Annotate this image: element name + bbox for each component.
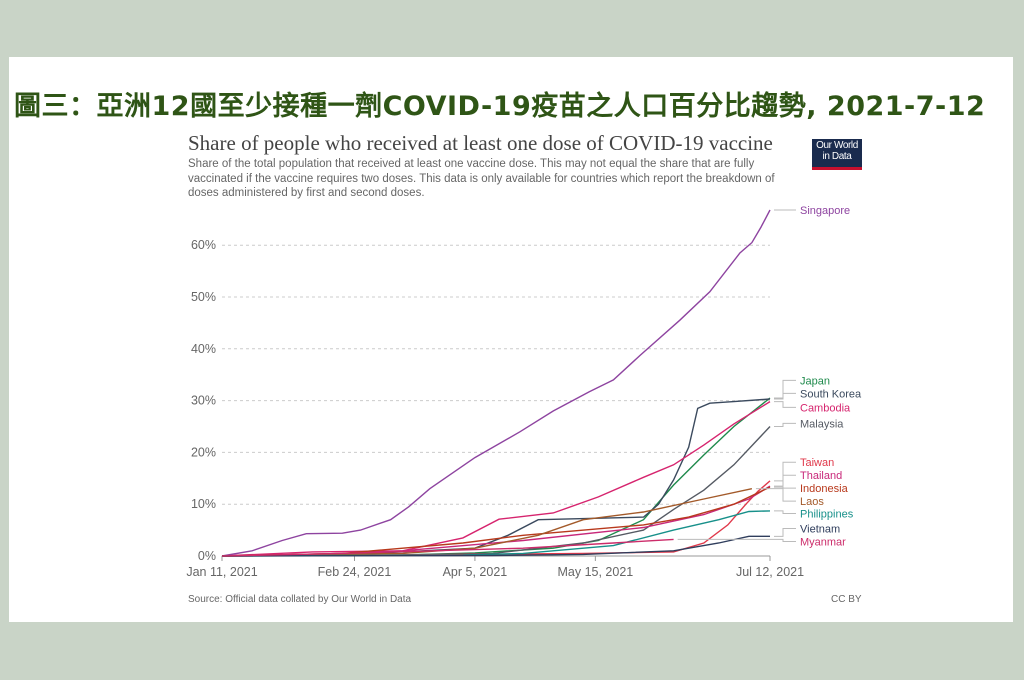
series-label-thailand[interactable]: Thailand: [800, 470, 842, 482]
x-tick-label: Feb 24, 2021: [318, 565, 392, 579]
y-tick-label: 10%: [191, 497, 216, 511]
series-line-philippines[interactable]: [221, 510, 771, 557]
series-label-south-korea[interactable]: South Korea: [800, 388, 862, 400]
label-connector-japan: [774, 379, 796, 399]
y-tick-label: 40%: [191, 342, 216, 356]
x-tick-label: Jan 11, 2021: [186, 565, 257, 579]
series-label-indonesia[interactable]: Indonesia: [800, 483, 849, 495]
series-line-south-korea[interactable]: [221, 398, 771, 557]
y-tick-label: 0%: [198, 549, 216, 563]
label-connector-indonesia: [774, 486, 796, 489]
series-label-malaysia[interactable]: Malaysia: [800, 418, 844, 430]
label-connector-malaysia: [774, 422, 796, 427]
series-label-cambodia[interactable]: Cambodia: [800, 402, 851, 414]
series-line-vietnam[interactable]: [221, 535, 770, 557]
label-connector-laos: [755, 488, 796, 502]
series-label-laos[interactable]: Laos: [800, 496, 824, 508]
logo-line2: in Data: [822, 151, 852, 162]
series-label-myanmar[interactable]: Myanmar: [800, 536, 846, 548]
y-tick-label: 30%: [191, 394, 216, 408]
series-line-laos[interactable]: [221, 488, 753, 557]
label-connector-vietnam: [774, 528, 796, 537]
series-label-singapore[interactable]: Singapore: [800, 205, 850, 217]
x-tick-label: Jul 12, 2021: [736, 565, 804, 579]
series-line-japan[interactable]: [221, 397, 771, 557]
license-link[interactable]: CC BY: [831, 594, 862, 605]
series-label-vietnam[interactable]: Vietnam: [800, 524, 840, 536]
label-connector-philippines: [774, 510, 796, 515]
y-tick-label: 60%: [191, 238, 216, 252]
x-tick-label: May 15, 2021: [557, 565, 633, 579]
page-heading: 圖三：亞洲12國至少接種一劑COVID-19疫苗之人口百分比趨勢, 2021-7…: [14, 91, 986, 122]
label-connector-thailand: [774, 474, 796, 487]
logo-line1: Our World: [816, 140, 858, 151]
chart-subtitle: Share of the total population that recei…: [188, 158, 775, 199]
x-tick-label: Apr 5, 2021: [443, 565, 508, 579]
source-note[interactable]: Source: Official data collated by Our Wo…: [188, 594, 412, 605]
y-tick-label: 20%: [191, 445, 216, 459]
label-connector-cambodia: [774, 401, 796, 408]
label-connector-taiwan: [774, 461, 796, 482]
series-label-taiwan[interactable]: Taiwan: [800, 457, 834, 469]
label-connector-myanmar: [677, 538, 796, 542]
y-tick-label: 50%: [191, 290, 216, 304]
series-line-singapore[interactable]: [221, 209, 771, 557]
series-label-philippines[interactable]: Philippines: [800, 509, 854, 521]
owid-logo[interactable]: Our World in Data: [812, 139, 862, 170]
series-label-japan[interactable]: Japan: [800, 375, 830, 387]
series-line-cambodia[interactable]: [221, 401, 771, 557]
chart-title: Share of people who received at least on…: [188, 131, 773, 155]
series-line-myanmar[interactable]: [221, 538, 674, 557]
series-line-indonesia[interactable]: [221, 486, 771, 557]
label-connector-south-korea: [774, 392, 796, 400]
